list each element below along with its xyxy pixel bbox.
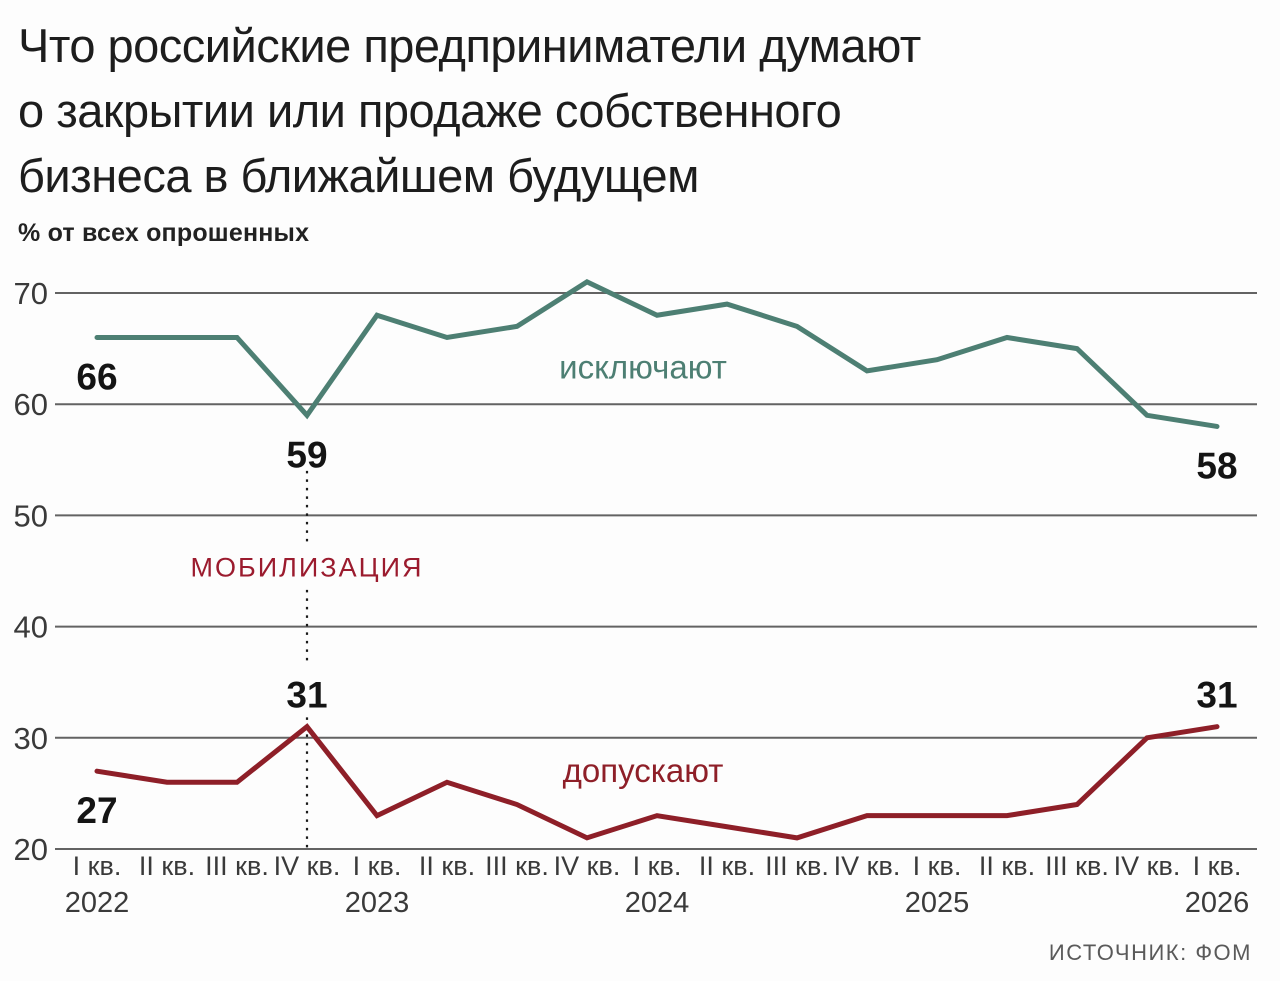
chart-header: Что российские предприниматели думают о … bbox=[18, 14, 921, 248]
x-tick-label: IV кв. bbox=[1114, 851, 1181, 881]
year-label-2024: 2024 bbox=[625, 887, 690, 919]
x-tick-label: I кв. bbox=[1193, 851, 1242, 881]
y-tick-label: 30 bbox=[14, 721, 48, 756]
x-tick-label: I кв. bbox=[73, 851, 122, 881]
x-tick-label: II кв. bbox=[979, 851, 1035, 881]
line-chart: 20 30 40 50 60 70 МОБИЛИЗАЦИЯ исключают допускаю… bbox=[14, 276, 1257, 919]
value-label-66: 66 bbox=[76, 356, 117, 397]
year-label-2025: 2025 bbox=[905, 887, 970, 919]
page-title: Что российские предприниматели думают о … bbox=[18, 14, 921, 209]
value-label-58: 58 bbox=[1196, 445, 1237, 486]
x-tick-label: IV кв. bbox=[834, 851, 901, 881]
x-tick-label: III кв. bbox=[765, 851, 829, 881]
y-tick-label: 20 bbox=[14, 832, 48, 867]
title-line-3: бизнеса в ближайшем будущем bbox=[18, 148, 699, 202]
year-label-2026: 2026 bbox=[1185, 887, 1250, 919]
value-label-27: 27 bbox=[76, 790, 117, 831]
y-tick-label: 50 bbox=[14, 498, 48, 533]
value-label-31: 31 bbox=[1196, 675, 1237, 716]
label-mask bbox=[182, 546, 432, 587]
series-line-допускают bbox=[94, 723, 1220, 841]
x-tick-label: III кв. bbox=[205, 851, 269, 881]
x-tick-label: II кв. bbox=[419, 851, 475, 881]
x-tick-label: IV кв. bbox=[554, 851, 621, 881]
title-line-2: о закрытии или продаже собственного bbox=[18, 83, 842, 137]
x-tick-label: III кв. bbox=[1045, 851, 1109, 881]
x-tick-label: III кв. bbox=[485, 851, 549, 881]
x-tick-label: I кв. bbox=[633, 851, 682, 881]
value-label-31: 31 bbox=[286, 675, 327, 716]
chart-subtitle: % от всех опрошенных bbox=[18, 218, 310, 247]
y-tick-label: 70 bbox=[14, 276, 48, 311]
x-tick-label: II кв. bbox=[699, 851, 755, 881]
y-tick-label: 40 bbox=[14, 610, 48, 645]
value-label-59: 59 bbox=[286, 434, 327, 475]
mobilization-label: МОБИЛИЗАЦИЯ bbox=[191, 553, 424, 583]
year-label-2023: 2023 bbox=[345, 887, 410, 919]
series-label-исключают: исключают bbox=[559, 349, 727, 386]
x-tick-label: II кв. bbox=[139, 851, 195, 881]
source-credit: ИСТОЧНИК: ФОМ bbox=[1048, 940, 1252, 965]
x-tick-label: I кв. bbox=[353, 851, 402, 881]
x-tick-label: IV кв. bbox=[274, 851, 341, 881]
series-line-исключают bbox=[94, 279, 1220, 429]
label-mask bbox=[277, 663, 337, 716]
title-line-1: Что российские предприниматели думают bbox=[18, 19, 921, 72]
y-tick-label: 60 bbox=[14, 387, 48, 422]
x-tick-label: I кв. bbox=[913, 851, 962, 881]
series-label-допускают: допускают bbox=[563, 752, 724, 789]
year-label-2022: 2022 bbox=[65, 887, 130, 919]
